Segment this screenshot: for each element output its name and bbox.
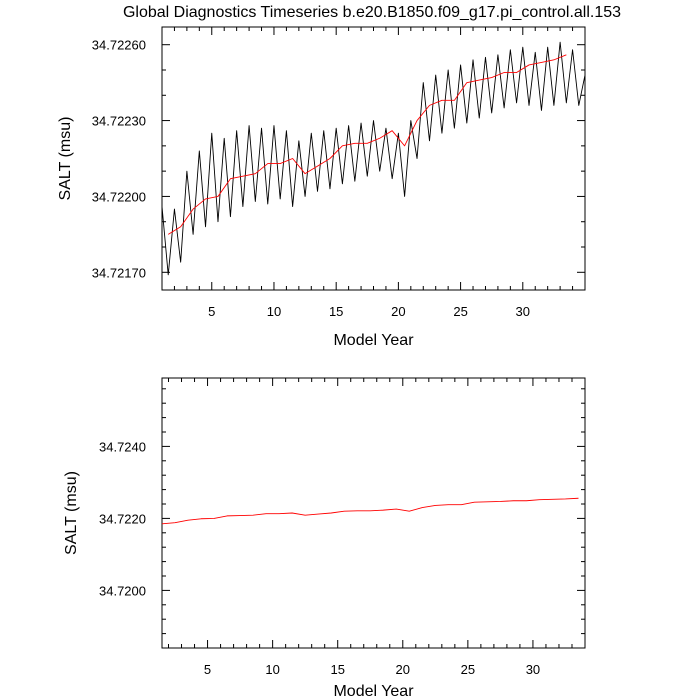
x-tick-label: 10 xyxy=(267,304,281,319)
bottom-panel: 5 10 15 20 25 30 34.7200 34.7220 34.7240 Model Ye… xyxy=(63,377,586,700)
x-tick-label: 20 xyxy=(396,662,410,677)
x-tick-label: 15 xyxy=(330,662,344,677)
y-tick-label: 34.7220 xyxy=(99,511,146,526)
y-tick-label: 34.72230 xyxy=(92,114,146,129)
series-line-annual-mean xyxy=(162,497,579,525)
x-tick-label: 25 xyxy=(453,304,467,319)
y-tick-label: 34.72260 xyxy=(92,38,146,53)
x-axis-label: Model Year xyxy=(333,332,414,349)
y-axis-label: SALT (msu) xyxy=(63,471,80,555)
top-panel: 5 10 15 20 25 30 34.72170 34.72200 34.72230 34.72… xyxy=(57,26,586,349)
plot-frame xyxy=(161,377,586,649)
series-line-annual-mean xyxy=(167,54,567,235)
y-tick-label: 34.72170 xyxy=(92,265,146,280)
x-tick-label: 5 xyxy=(204,662,211,677)
x-tick-label: 20 xyxy=(391,304,405,319)
x-axis-label: Model Year xyxy=(333,683,414,700)
x-tick-label: 25 xyxy=(461,662,475,677)
y-tick-label: 34.7200 xyxy=(99,583,146,598)
x-tick-label: 5 xyxy=(208,304,215,319)
y-tick-label: 34.72200 xyxy=(92,189,146,204)
x-tick-label: 30 xyxy=(516,304,530,319)
y-tick-label: 34.7240 xyxy=(99,439,146,454)
chart-title: Global Diagnostics Timeseries b.e20.B185… xyxy=(123,4,621,21)
x-tick-label: 10 xyxy=(265,662,279,677)
y-axis-label: SALT (msu) xyxy=(57,117,74,201)
series-line-monthly xyxy=(162,41,585,276)
x-tick-label: 15 xyxy=(329,304,343,319)
x-tick-label: 30 xyxy=(526,662,540,677)
